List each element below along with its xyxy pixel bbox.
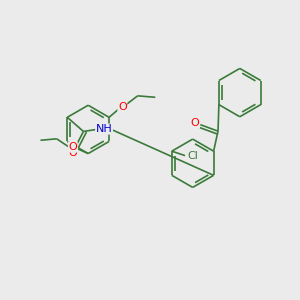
Text: NH: NH xyxy=(96,124,112,134)
Text: Cl: Cl xyxy=(188,151,198,160)
Text: O: O xyxy=(68,142,77,152)
Text: O: O xyxy=(191,118,200,128)
Text: O: O xyxy=(118,102,127,112)
Text: O: O xyxy=(69,148,77,158)
